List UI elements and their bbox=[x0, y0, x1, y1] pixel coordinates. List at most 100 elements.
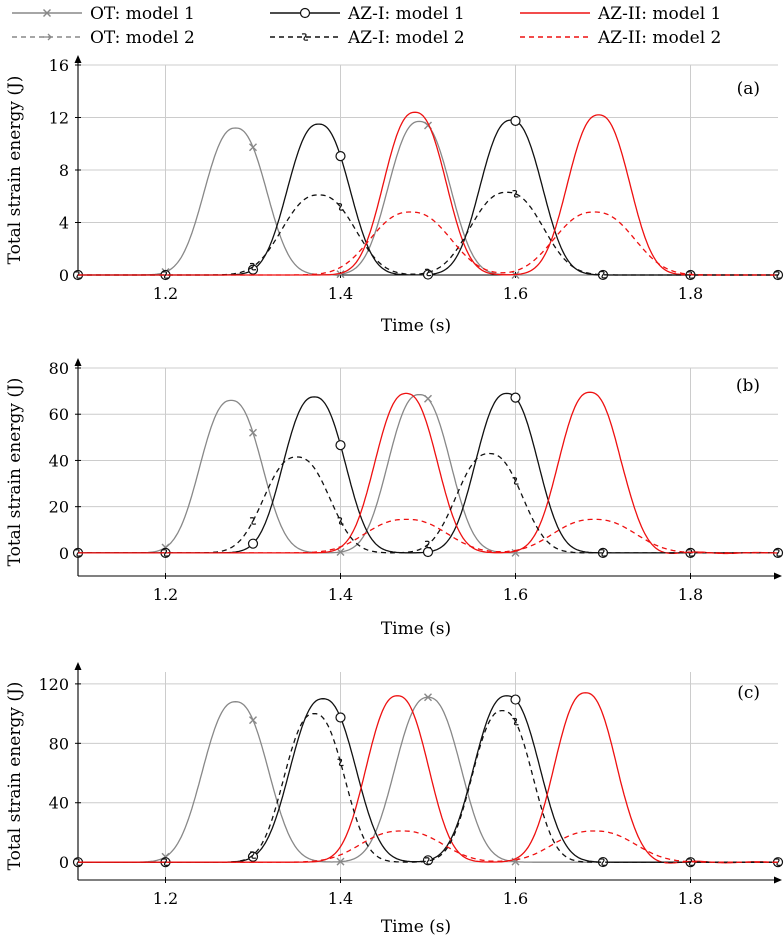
grid bbox=[78, 64, 778, 276]
series-marker-az-i-model-2 bbox=[512, 189, 519, 198]
y-axis-label: Total strain energy (J) bbox=[5, 76, 25, 265]
y-tick-label: 0 bbox=[59, 853, 69, 872]
series-marker-az-i-model-2 bbox=[774, 271, 782, 279]
x-axis-label: Time (s) bbox=[381, 316, 451, 336]
chart-panel-c: 1.2 1.4 1.6 1.8 0 40 80 120 Time (s) Total strain… bbox=[5, 662, 784, 937]
series-marker-az-i-model-1 bbox=[422, 546, 434, 558]
y-axis-arrow bbox=[74, 55, 82, 63]
legend-entry-ot-model-2: OT: model 2 bbox=[12, 28, 195, 48]
x-tick-label: 1.2 bbox=[153, 889, 178, 908]
x-tick-label: 1.8 bbox=[678, 889, 703, 908]
series-line-az-ii-model-2 bbox=[78, 830, 778, 863]
x-axis-arrow bbox=[774, 876, 782, 884]
legend-entry-az-i-model-1: AZ-I: model 1 bbox=[270, 4, 465, 24]
series-marker-az-i-model-2 bbox=[599, 858, 607, 866]
legend-marker bbox=[43, 33, 52, 41]
series-marker-az-i-model-2 bbox=[424, 540, 432, 549]
panel-tag: (c) bbox=[737, 683, 760, 703]
series-line-az-i-model-2 bbox=[78, 191, 778, 276]
series-marker-az-i-model-2 bbox=[424, 857, 432, 865]
y-tick-label: 40 bbox=[49, 451, 69, 470]
y-tick-label: 80 bbox=[49, 734, 69, 753]
axes: 1.2 1.4 1.6 1.8 0 40 80 120 bbox=[38, 662, 782, 908]
series-marker-az-i-model-2 bbox=[774, 858, 782, 866]
y-tick-label: 8 bbox=[59, 161, 69, 180]
series-line-az-i-model-1 bbox=[78, 119, 778, 276]
chart-panel-b: 1.2 1.4 1.6 1.8 0 20 40 60 80 Time (s) Total strai… bbox=[5, 358, 784, 639]
series-marker-ot-model-1 bbox=[249, 716, 257, 725]
series-line-az-ii-model-2 bbox=[78, 211, 778, 276]
y-tick-label: 60 bbox=[49, 405, 69, 424]
y-tick-label: 120 bbox=[38, 675, 69, 694]
series-marker-az-i-model-2 bbox=[249, 851, 257, 859]
plot-area bbox=[72, 391, 784, 558]
y-tick-label: 4 bbox=[59, 214, 69, 233]
axes: 1.2 1.4 1.6 1.8 0 20 40 60 80 bbox=[49, 358, 782, 604]
series-marker-az-i-model-2 bbox=[337, 758, 344, 767]
x-axis-label: Time (s) bbox=[381, 619, 451, 639]
legend-label: AZ-II: model 1 bbox=[597, 4, 721, 24]
series-marker-ot-model-1 bbox=[249, 428, 257, 437]
series-line-ot-model-1 bbox=[78, 393, 778, 554]
series-marker-ot-model-1 bbox=[424, 394, 432, 403]
series-marker-az-i-model-2 bbox=[774, 549, 782, 557]
series-line-ot-model-1 bbox=[78, 120, 778, 276]
series-line-az-i-model-1 bbox=[78, 695, 778, 863]
x-tick-label: 1.6 bbox=[503, 284, 528, 303]
series-marker-az-i-model-2 bbox=[162, 858, 169, 866]
legend-marker bbox=[43, 9, 51, 17]
panel-tag: (b) bbox=[736, 376, 760, 396]
legend: OT: model 1 AZ-I: model 1 AZ-II: model 1 OT… bbox=[12, 4, 721, 48]
series-marker-az-i-model-2 bbox=[424, 268, 432, 277]
series-marker-az-i-model-2 bbox=[249, 262, 257, 271]
series-marker-az-i-model-1 bbox=[335, 712, 346, 723]
series-marker-az-i-model-2 bbox=[337, 203, 344, 211]
series-marker-ot-model-1 bbox=[336, 270, 345, 279]
series-line-az-ii-model-1 bbox=[78, 692, 778, 864]
legend-entry-ot-model-1: OT: model 1 bbox=[12, 4, 195, 24]
y-tick-label: 20 bbox=[49, 498, 69, 517]
series-marker-az-i-model-2 bbox=[249, 517, 257, 525]
x-tick-label: 1.4 bbox=[328, 284, 353, 303]
x-tick-label: 1.6 bbox=[503, 585, 528, 604]
y-axis-arrow bbox=[74, 662, 82, 670]
y-tick-label: 40 bbox=[49, 794, 69, 813]
series-marker-az-i-model-1 bbox=[247, 538, 259, 549]
series-marker-az-i-model-2 bbox=[599, 549, 607, 557]
series-line-az-i-model-1 bbox=[78, 392, 778, 554]
series-line-az-ii-model-1 bbox=[78, 391, 778, 555]
series-marker-ot-model-1 bbox=[336, 857, 345, 866]
y-tick-label: 0 bbox=[59, 544, 69, 563]
x-tick-label: 1.8 bbox=[678, 585, 703, 604]
series-marker-az-i-model-2 bbox=[512, 717, 519, 726]
series-marker-az-i-model-2 bbox=[687, 858, 694, 866]
y-tick-label: 80 bbox=[49, 359, 69, 378]
legend-label: AZ-II: model 2 bbox=[597, 28, 721, 48]
legend-entry-az-i-model-2: AZ-I: model 2 bbox=[270, 28, 465, 48]
legend-label: OT: model 1 bbox=[90, 4, 195, 24]
x-tick-label: 1.4 bbox=[328, 585, 353, 604]
axes: 1.2 1.4 1.6 1.8 0 4 8 12 16 bbox=[49, 55, 782, 303]
series-marker-az-i-model-1 bbox=[510, 115, 521, 127]
x-tick-label: 1.4 bbox=[328, 889, 353, 908]
series-line-ot-model-1 bbox=[78, 696, 778, 863]
y-axis-arrow bbox=[74, 358, 82, 366]
series-marker-ot-model-1 bbox=[424, 693, 432, 702]
legend-entry-az-ii-model-1: AZ-II: model 1 bbox=[520, 4, 721, 24]
grid bbox=[78, 672, 778, 880]
legend-label: AZ-I: model 2 bbox=[347, 28, 465, 48]
series-line-az-i-model-2 bbox=[78, 452, 778, 554]
legend-entry-az-ii-model-2: AZ-II: model 2 bbox=[520, 28, 721, 48]
panel-tag: (a) bbox=[737, 79, 760, 99]
series-marker-ot-model-1 bbox=[249, 143, 257, 152]
y-tick-label: 16 bbox=[49, 56, 69, 75]
plot-area bbox=[72, 692, 784, 868]
x-tick-label: 1.6 bbox=[503, 889, 528, 908]
series-marker-az-i-model-2 bbox=[337, 517, 344, 525]
chart-panels: 1.2 1.4 1.6 1.8 0 4 8 12 16 Time (s) Total strain … bbox=[5, 55, 784, 937]
y-tick-label: 0 bbox=[59, 266, 69, 285]
x-tick-label: 1.8 bbox=[678, 284, 703, 303]
series-marker-az-i-model-2 bbox=[512, 477, 519, 485]
series-marker-az-i-model-1 bbox=[335, 440, 346, 451]
